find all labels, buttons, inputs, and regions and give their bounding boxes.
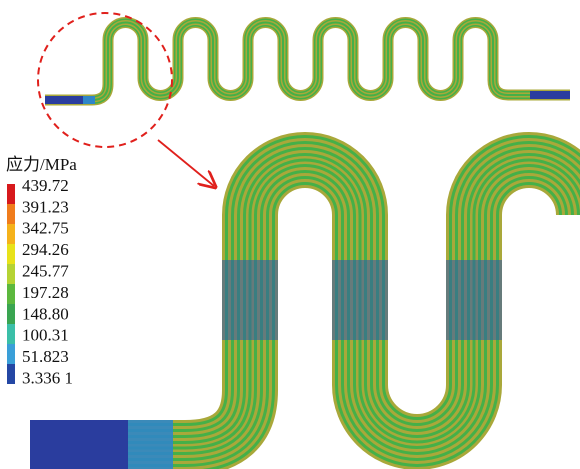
legend-swatch [7, 304, 15, 324]
blue-end [83, 96, 95, 104]
legend-label: 3.336 1 [22, 369, 73, 388]
legend-label: 294.26 [22, 240, 69, 259]
legend-label: 197.28 [22, 283, 69, 302]
legend-swatch [7, 264, 15, 284]
legend-title: 应力/MPa [6, 155, 77, 174]
legend-swatch [7, 344, 15, 364]
top-pipe [45, 23, 570, 105]
legend-swatch [7, 204, 15, 224]
blue-end [45, 96, 83, 104]
figure: 应力/MPa 439.72 391.23 342.75 294.26 245.77 197… [0, 0, 580, 469]
blue-zone [30, 420, 128, 469]
legend-label: 51.823 [22, 347, 69, 366]
blue-zone [128, 420, 173, 469]
legend: 439.72 391.23 342.75 294.26 245.77 197.28 148.… [7, 176, 73, 388]
blue-zone [332, 260, 388, 340]
zoom-arrow [158, 140, 214, 186]
legend-swatch [7, 244, 15, 264]
legend-swatch [7, 184, 15, 204]
zoomed-pipe [30, 160, 580, 469]
legend-swatch [7, 324, 15, 344]
legend-swatch [7, 284, 15, 304]
blue-end [530, 91, 570, 99]
legend-swatch [7, 224, 15, 244]
blue-zone [446, 260, 502, 340]
legend-label: 100.31 [22, 326, 69, 345]
legend-swatch [7, 364, 15, 384]
legend-label: 245.77 [22, 262, 69, 281]
legend-label: 342.75 [22, 219, 69, 238]
legend-label: 148.80 [22, 304, 69, 323]
legend-label: 439.72 [22, 176, 69, 195]
legend-label: 391.23 [22, 197, 69, 216]
blue-zone [222, 260, 278, 340]
